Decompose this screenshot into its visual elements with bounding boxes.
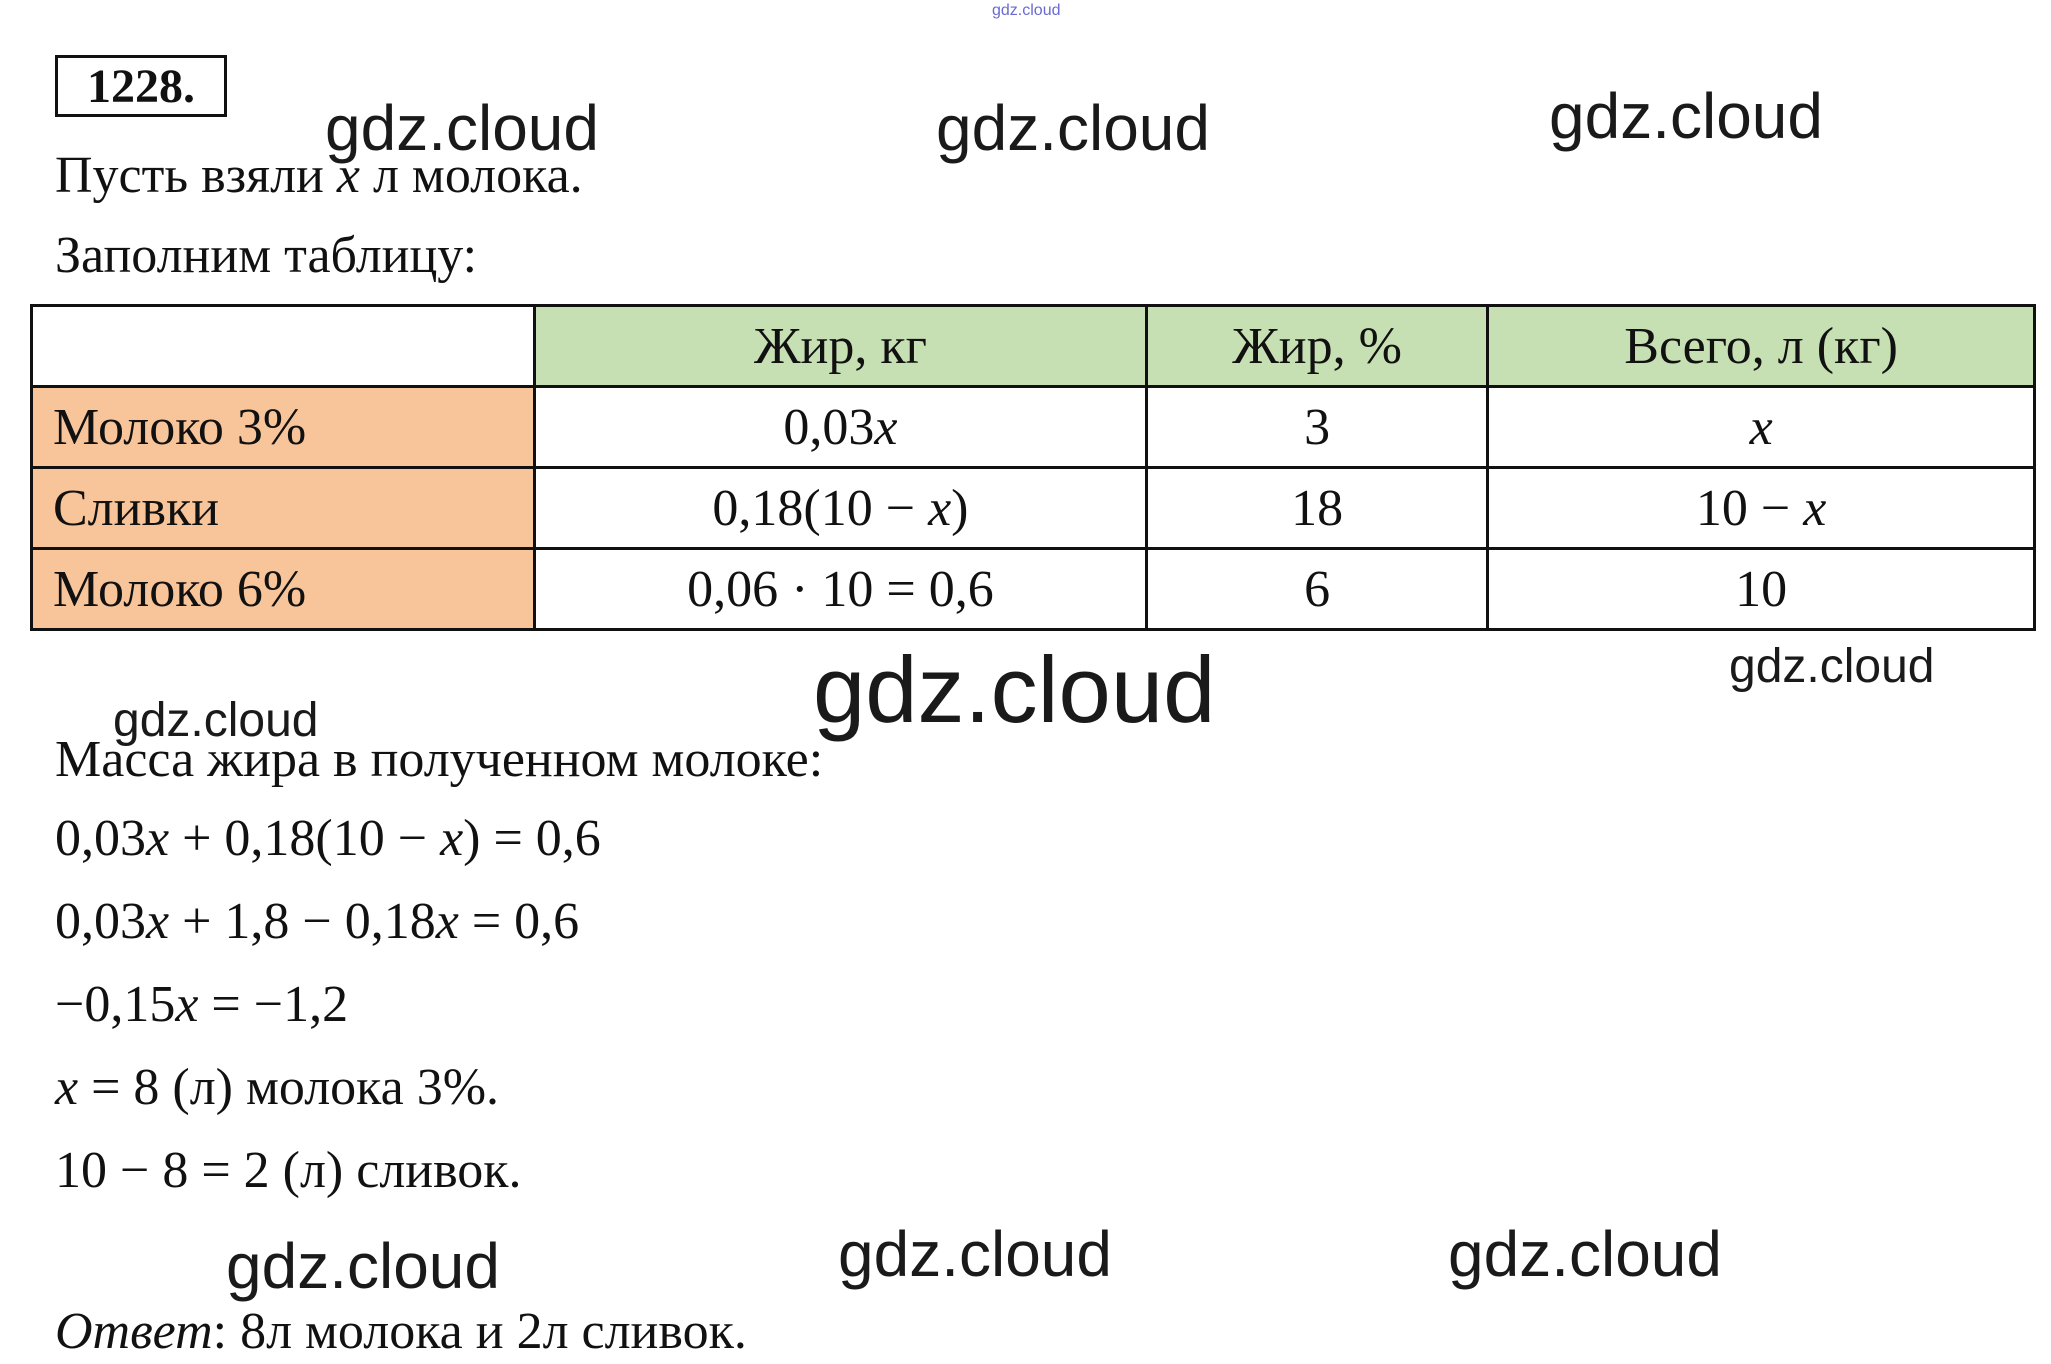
- variable: x: [146, 810, 170, 867]
- answer-label: Ответ: [55, 1303, 213, 1360]
- header-cell: Жир, кг: [533, 304, 1148, 388]
- variable: x: [336, 147, 360, 204]
- row-label: Сливки: [30, 466, 536, 550]
- solution-line: x = 8 (л) молока 3%.: [55, 1059, 500, 1116]
- watermark: gdz.cloud: [1729, 640, 1935, 693]
- variable: x: [1803, 479, 1827, 537]
- watermark: gdz.cloud: [226, 1230, 500, 1302]
- row-label: Молоко 6%: [30, 547, 536, 631]
- cell: 10 − x: [1486, 466, 2036, 550]
- watermark: gdz.cloud: [113, 694, 319, 747]
- solution-line: 10 − 8 = 2 (л) сливок.: [55, 1142, 522, 1199]
- cell: 0,06 · 10 = 0,6: [533, 547, 1148, 631]
- variable: x: [440, 810, 464, 867]
- variable: x: [1749, 398, 1773, 456]
- watermark: gdz.cloud: [325, 92, 599, 164]
- row-label: Молоко 3%: [30, 385, 536, 469]
- intro-line: Заполним таблицу:: [55, 227, 478, 284]
- watermark: gdz.cloud: [1448, 1218, 1722, 1290]
- header-cell: [30, 304, 536, 388]
- cell: 6: [1144, 547, 1490, 631]
- solution-line: 0,03x + 1,8 − 0,18x = 0,6: [55, 893, 580, 950]
- intro-line: Пусть взяли x л молока.: [55, 147, 583, 204]
- answer-text: : 8л молока и 2л сливок.: [212, 1303, 747, 1360]
- table-row: Молоко 6% 0,06 · 10 = 0,6 6 10: [30, 547, 2036, 631]
- table-row: Молоко 3% 0,03x 3 x: [30, 385, 2036, 469]
- watermark: gdz.cloud: [992, 2, 1061, 19]
- solution-line: −0,15x = −1,2: [55, 976, 349, 1033]
- cell: x: [1486, 385, 2036, 469]
- table-row: Сливки 0,18(10 − x) 18 10 − x: [30, 466, 2036, 550]
- watermark: gdz.cloud: [813, 637, 1216, 742]
- variable: x: [928, 479, 952, 537]
- cell: 3: [1144, 385, 1490, 469]
- variable: x: [435, 893, 459, 950]
- answer: Ответ: 8л молока и 2л сливок.: [55, 1306, 747, 1358]
- variable: x: [874, 398, 898, 456]
- data-table: Жир, кг Жир, % Всего, л (кг) Молоко 3% 0…: [30, 304, 2036, 631]
- cell: 0,18(10 − x): [533, 466, 1148, 550]
- watermark: gdz.cloud: [838, 1218, 1112, 1290]
- watermark: gdz.cloud: [936, 92, 1210, 164]
- watermark: gdz.cloud: [1549, 80, 1823, 152]
- cell: 0,03x: [533, 385, 1148, 469]
- header-cell: Всего, л (кг): [1486, 304, 2036, 388]
- variable: x: [55, 1059, 79, 1116]
- cell: 10: [1486, 547, 2036, 631]
- variable: x: [175, 976, 199, 1033]
- variable: x: [146, 893, 170, 950]
- header-cell: Жир, %: [1144, 304, 1490, 388]
- cell: 18: [1144, 466, 1490, 550]
- solution-line: Масса жира в полученном молоке:: [55, 731, 824, 788]
- problem-number: 1228.: [55, 55, 227, 117]
- solution-line: 0,03x + 0,18(10 − x) = 0,6: [55, 810, 601, 867]
- header-row: Жир, кг Жир, % Всего, л (кг): [30, 304, 2036, 388]
